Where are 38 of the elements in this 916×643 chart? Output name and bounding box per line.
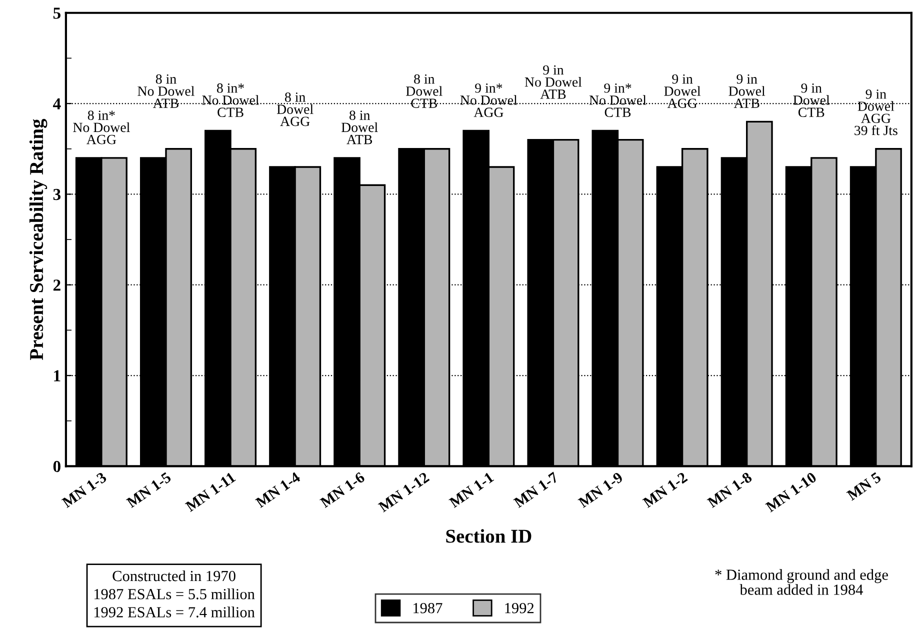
annotation: 8 in No Dowel ATB	[138, 74, 194, 108]
x-tick-label: MN 1-11	[184, 472, 236, 512]
x-tick-label: MN 1-2	[642, 472, 688, 508]
annotation: 8 in* No Dowel CTB	[202, 83, 259, 118]
x-tick-label: MN 1-1	[448, 472, 494, 508]
annotation: 8 in Dowel ATB	[341, 110, 378, 144]
x-tick-label: MN 1-8	[706, 472, 753, 508]
y-tick-label: 4	[52, 98, 61, 110]
y-tick-label: 3	[53, 188, 61, 200]
annotation: 9 in Dowel ATB	[728, 74, 766, 108]
y-tick-label: 0	[53, 460, 60, 472]
annotation: 8 in* No Dowel AGG	[73, 110, 130, 144]
annotation: 9 in* No Dowel AGG	[460, 83, 518, 118]
y-tick-label: 1	[54, 370, 60, 382]
x-tick-label: MN 1-4	[254, 472, 301, 508]
annotation: 8 in Dowel CTB	[406, 74, 442, 108]
annotation: 9 in Dowel AGG 39 ft Jts	[854, 89, 898, 136]
text: * Diamond ground and edge beam added in 1984	[715, 569, 888, 595]
x-tick-label: MN 1-9	[578, 472, 624, 508]
x-tick-label: MN 1-7	[513, 472, 559, 508]
annotation: 9 in No Dowel ATB	[524, 65, 582, 99]
legend-label: 1992	[505, 603, 534, 614]
y-axis-title: Present Serviceability Rating	[29, 118, 48, 360]
x-tick-label: MN 1-3	[61, 472, 108, 508]
annotation: 8 in Dowel AGG	[276, 92, 314, 126]
x-tick-label: MN 5	[846, 472, 882, 501]
x-axis-title: Section ID	[446, 529, 532, 543]
annotation: 9 in Dowel AGG	[664, 74, 701, 108]
y-tick-label: 2	[53, 280, 60, 291]
x-tick-label: MN 1-10	[764, 472, 818, 513]
annotation: 9 in Dowel CTB	[793, 83, 830, 118]
annotation: 9 in* No Dowel CTB	[589, 83, 646, 118]
y-tick-label: 5	[53, 8, 60, 19]
x-tick-label: MN 1-5	[126, 472, 172, 508]
x-tick-label: MN 1-6	[319, 472, 366, 508]
x-tick-label: MN 1-12	[378, 472, 430, 512]
text: Constructed in 1970 1987 ESALs = 5.5 million 1992 ESALs = 7.4 million	[94, 570, 255, 618]
legend-label: 1987	[414, 602, 442, 614]
